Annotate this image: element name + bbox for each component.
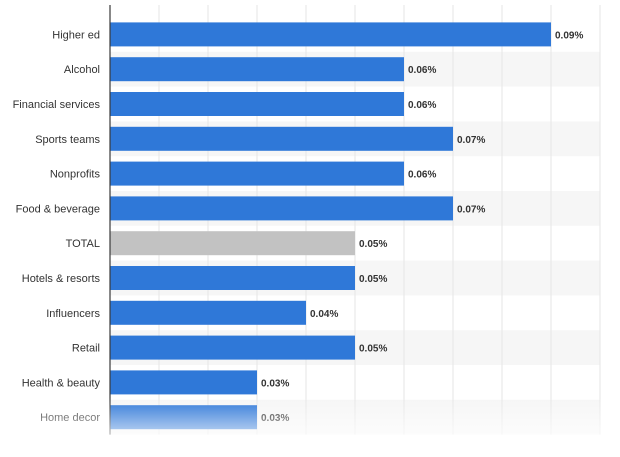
value-label: 0.05% [359,239,387,250]
value-label: 0.09% [555,30,583,41]
category-label: Financial services [13,99,101,111]
bar [110,266,355,290]
category-label: Alcohol [64,64,100,76]
category-label: Retail [72,343,100,355]
bar [110,370,257,395]
bar [110,405,257,430]
value-label: 0.06% [408,65,436,76]
category-label: Higher ed [52,29,100,41]
bar [110,22,551,47]
bar [110,196,453,221]
value-label: 0.06% [408,100,436,111]
bar [110,57,404,82]
category-label: Sports teams [35,134,100,146]
category-label: Nonprofits [50,169,101,181]
value-label: 0.07% [457,135,485,146]
category-label: Influencers [46,308,100,320]
bar [110,161,404,186]
value-label: 0.05% [359,274,387,285]
bar [110,126,453,151]
value-label: 0.05% [359,344,387,355]
value-label: 0.03% [261,413,289,424]
value-label: 0.04% [310,309,338,320]
category-label: TOTAL [66,238,100,250]
category-label: Hotels & resorts [22,273,101,285]
value-label: 0.07% [457,204,485,215]
category-label: Home decor [40,412,100,424]
value-label: 0.06% [408,170,436,181]
bar [110,92,404,116]
value-label: 0.03% [261,378,289,389]
bar [110,300,306,325]
bar [110,335,355,360]
category-label: Health & beauty [22,377,101,389]
bar [110,231,355,256]
category-label: Food & beverage [16,203,100,215]
